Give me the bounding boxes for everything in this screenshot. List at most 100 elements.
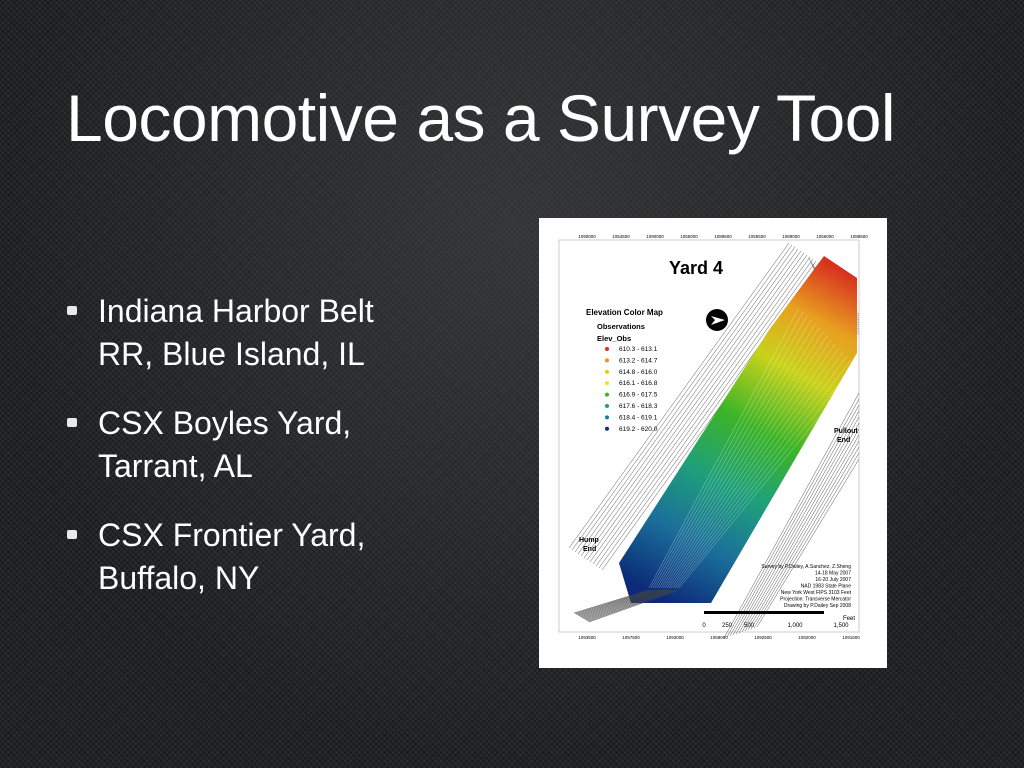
hump-lead (580, 589, 664, 618)
hump-lead (587, 589, 678, 622)
track (726, 398, 860, 638)
hump-lead (577, 589, 658, 616)
legend-label: 613.2 - 614.7 (619, 357, 658, 364)
track (747, 440, 860, 631)
coord-label: 1093000 (666, 635, 684, 640)
yard-track (660, 331, 824, 589)
coord-label: 1056000 (816, 234, 834, 239)
credit-line: 16-20 July 2007 (815, 577, 851, 583)
legend-subtitle: Observations (597, 322, 645, 331)
coord-label: 1055000 (680, 234, 698, 239)
yard-track (654, 319, 812, 589)
scale-bar (704, 611, 824, 614)
bullet-line: RR, Blue Island, IL (98, 336, 365, 372)
track (592, 258, 814, 565)
bullet-line: Buffalo, NY (98, 560, 260, 596)
coord-label: 1090000 (646, 234, 664, 239)
coord-label: 1092000 (798, 635, 816, 640)
yard-track (666, 343, 836, 589)
legend-label: 616.1 - 616.8 (619, 380, 658, 387)
scale-unit: Feet (843, 616, 855, 622)
yard-track (658, 327, 820, 589)
yard-track (668, 347, 840, 589)
credit-line: New York West FIPS 3103 Feet (781, 590, 852, 596)
legend-swatch (605, 358, 609, 363)
hump-label: Hump (579, 537, 599, 544)
track (571, 244, 793, 551)
hump-lead (581, 589, 666, 619)
track (735, 416, 860, 635)
coord-label: 1090000 (578, 234, 596, 239)
bullet: CSX Frontier Yard, Buffalo, NY (67, 514, 365, 600)
track (723, 392, 860, 639)
hump-lead (584, 589, 672, 620)
track (750, 446, 860, 630)
hump-lead (579, 589, 662, 617)
hump-label: End (583, 546, 596, 553)
legend-swatch (605, 426, 609, 431)
legend-field: Elev_Obs (597, 334, 631, 343)
track (568, 242, 790, 549)
coord-label: 1055500 (748, 234, 766, 239)
track (574, 246, 796, 553)
yard-track (656, 323, 816, 589)
coord-label: 1057500 (622, 635, 640, 640)
coord-label: 1054500 (612, 234, 630, 239)
track (577, 248, 799, 555)
coord-label: 1093500 (578, 635, 596, 640)
bullet: CSX Boyles Yard, Tarrant, AL (67, 402, 352, 488)
track (595, 260, 817, 567)
legend-label: 614.8 - 616.0 (619, 369, 658, 376)
yard-track (678, 367, 860, 589)
legend-label: 617.6 - 618.3 (619, 403, 658, 410)
map-frame (558, 239, 860, 633)
track (583, 252, 805, 559)
hump-lead (588, 589, 680, 623)
hump-lead (583, 589, 670, 620)
map-labels: 610.3 - 613.1 613.2 - 614.7 614.8 - 616.0 6… (578, 234, 868, 640)
legend-label: 619.2 - 620.0 (619, 426, 658, 433)
yard-track (650, 311, 804, 589)
coord-label: 1092500 (754, 635, 772, 640)
track (732, 410, 860, 636)
legend-swatch (605, 347, 609, 351)
track (580, 250, 802, 557)
hump-lead (576, 589, 656, 616)
track (756, 458, 860, 628)
pullout-label: Pullout (834, 428, 858, 435)
track (744, 434, 860, 632)
legend-swatch (605, 415, 609, 420)
hump-lead (575, 589, 654, 615)
track (738, 422, 860, 634)
hump-lead (574, 589, 652, 614)
credit-line: 14-18 May 2007 (815, 571, 851, 577)
track (589, 256, 811, 563)
coord-label: 1058000 (710, 635, 728, 640)
credit-line: Drawing by P.Dailey Sep 2008 (784, 603, 851, 609)
bullet-line: Indiana Harbor Belt (98, 293, 374, 329)
scale-label: 0 (702, 623, 706, 629)
track (729, 404, 860, 637)
yard-track (662, 335, 828, 589)
bullet-line: CSX Boyles Yard, (98, 405, 352, 441)
coord-label: 1088500 (850, 234, 868, 239)
hump-lead (586, 589, 676, 622)
legend-swatch (605, 381, 609, 386)
slide-title: Locomotive as a Survey Tool (66, 81, 896, 155)
scale-label: 500 (744, 623, 755, 629)
scale-label: 250 (722, 623, 733, 629)
yard-track (672, 355, 848, 589)
legend-swatch (605, 369, 609, 374)
legend-swatch (605, 404, 609, 408)
yard-map: Yard 4 Elevation Color Map Observations … (539, 218, 887, 668)
track (741, 428, 860, 633)
hump-lead (573, 589, 650, 614)
hump-lead (578, 589, 660, 617)
legend-swatch (605, 392, 609, 397)
bullet-marker (67, 418, 77, 427)
yard-track (670, 351, 844, 589)
legend-label: 610.3 - 613.1 (619, 346, 658, 353)
yard-track (674, 359, 852, 589)
north-arrow-head (711, 316, 725, 325)
